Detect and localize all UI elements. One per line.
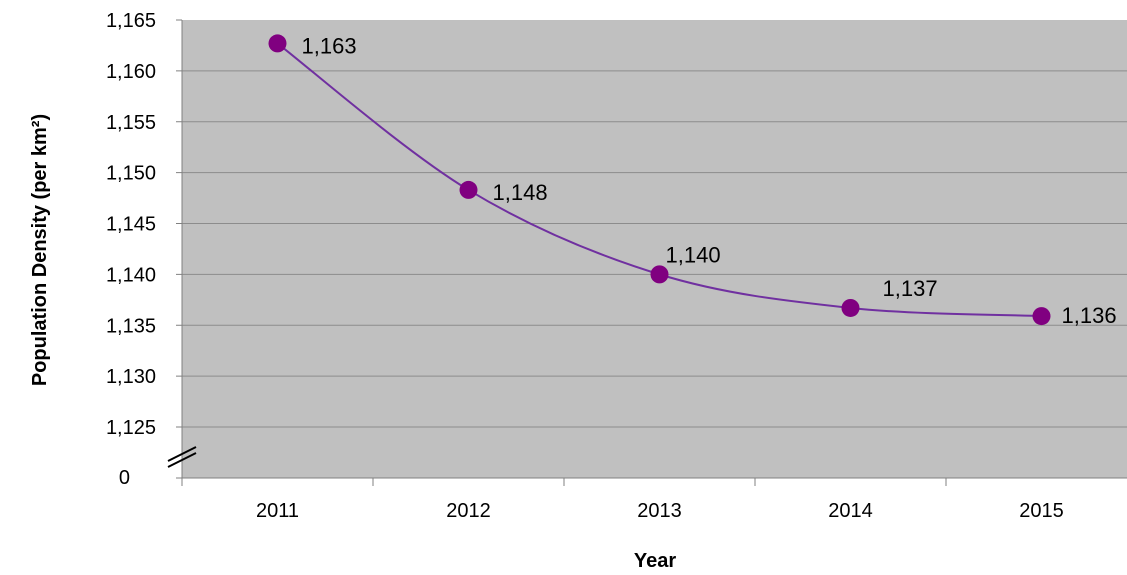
y-tick-labels: 1,165 1,160 1,155 1,150 1,145 1,140 1,135 1,130… [106,10,156,439]
y-axis-title: Population Density (per km²) [29,114,51,386]
x-tick-label: 2012 [446,500,491,522]
data-point [650,265,669,284]
x-tick-label: 2015 [1019,500,1064,522]
x-axis-title: Year [634,550,676,572]
axis-break-icon [167,446,197,468]
plot-area [182,20,1127,478]
x-tick-label: 2013 [637,500,682,522]
data-point [268,34,287,53]
data-label: 1,140 [666,242,721,267]
y-tick-label: 1,165 [106,10,156,32]
data-labels: 1,163 1,148 1,140 1,137 1,136 [302,33,1117,328]
y-tick-label: 1,140 [106,264,156,286]
y-tick-label: 1,150 [106,163,156,185]
y-tick-label: 1,160 [106,61,156,83]
data-label: 1,137 [883,276,938,301]
data-point [1032,307,1051,326]
y-tick-label: 1,130 [106,366,156,388]
data-label: 1,148 [493,180,548,205]
data-label: 1,163 [302,33,357,58]
x-tick-label: 2014 [828,500,873,522]
gridlines [176,19,1127,479]
y-tick-label: 1,125 [106,417,156,439]
data-point [459,180,478,199]
axes [181,20,1127,479]
y-break-zero-label: 0 [119,467,130,489]
x-tick-label: 2011 [256,500,299,522]
data-markers [268,34,1051,326]
data-point [841,298,860,317]
y-tick-label: 1,135 [106,315,156,337]
x-tick-labels: 2011 2012 2013 2014 2015 [181,478,1064,522]
y-tick-label: 1,155 [106,112,156,134]
data-label: 1,136 [1062,303,1117,328]
y-tick-label: 1,145 [106,214,156,236]
